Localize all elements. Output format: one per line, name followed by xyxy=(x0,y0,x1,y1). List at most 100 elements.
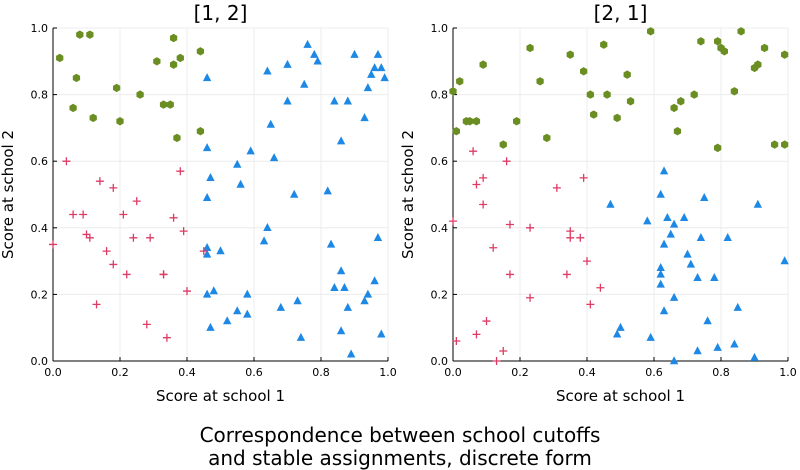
triangle-point xyxy=(656,269,665,278)
triangle-point xyxy=(363,83,373,92)
triangle-point xyxy=(243,289,252,298)
plus-point xyxy=(586,300,595,309)
hexagon-point xyxy=(196,47,205,56)
plus-point xyxy=(49,240,57,249)
y-tick-label: 0.4 xyxy=(431,222,449,235)
hexagon-point xyxy=(72,73,81,83)
hexagon-point xyxy=(169,60,178,69)
plus-point xyxy=(596,283,605,292)
hexagon-point xyxy=(737,27,745,36)
x-tick-label: 0.8 xyxy=(712,366,730,379)
hexagon-point xyxy=(697,37,705,46)
plus-point xyxy=(505,220,514,229)
x-tick-label: 0.4 xyxy=(178,366,196,379)
hexagon-point xyxy=(626,97,635,106)
hexagon-point xyxy=(116,117,124,126)
triangle-point xyxy=(303,39,312,48)
triangle-point xyxy=(669,356,679,365)
hexagon-point xyxy=(730,87,739,96)
y-tick-label: 0.2 xyxy=(31,288,49,301)
hexagon-point xyxy=(499,140,507,149)
triangle-point xyxy=(206,173,215,182)
x-tick-label: 1.0 xyxy=(379,366,397,379)
triangle-point xyxy=(373,49,383,58)
x-tick-label: 0.2 xyxy=(111,366,129,379)
plus-point xyxy=(469,147,478,156)
hexagon-point xyxy=(466,117,474,126)
hexagon-point xyxy=(566,50,574,59)
x-tick-label: 0.4 xyxy=(578,366,596,379)
plus-point xyxy=(576,233,585,242)
triangle-point xyxy=(733,302,742,311)
triangle-point xyxy=(202,143,212,152)
y-tick-label: 0.8 xyxy=(431,89,449,102)
triangle-point xyxy=(233,159,242,168)
triangle-point xyxy=(336,266,346,275)
y-tick-label: 0.8 xyxy=(31,89,49,102)
triangle-point xyxy=(300,79,309,88)
plus-point xyxy=(562,270,571,279)
triangle-point xyxy=(209,286,218,295)
x-tick-label: 0.0 xyxy=(444,366,462,379)
plus-point xyxy=(85,233,94,242)
triangle-point xyxy=(656,262,665,271)
triangle-point xyxy=(656,189,665,198)
triangle-point xyxy=(236,179,245,188)
triangle-point xyxy=(606,199,615,208)
plus-point xyxy=(109,260,118,269)
plus-point xyxy=(449,217,457,226)
x-tick-label: 0.2 xyxy=(511,366,529,379)
panel-2: 0.00.0 0.2 0.2 0.4 0.4 0.6 0.6 0.8 0.8 1.0 1.0 [2, … xyxy=(399,1,797,405)
hexagon-point xyxy=(536,77,544,86)
triangle-point xyxy=(693,346,702,355)
triangle-point xyxy=(343,302,352,311)
hexagon-point xyxy=(580,67,588,76)
triangle-point xyxy=(367,69,376,78)
triangle-point xyxy=(370,276,379,285)
triangle-point xyxy=(616,322,625,331)
triangle-point xyxy=(612,329,622,338)
plus-point xyxy=(566,233,575,242)
plus-point xyxy=(526,223,535,232)
hexagon-point xyxy=(714,37,722,46)
hexagon-point xyxy=(677,97,685,106)
hexagon-point xyxy=(169,33,178,43)
triangle-point xyxy=(730,339,739,348)
triangle-point xyxy=(296,332,306,341)
hexagon-point xyxy=(754,60,762,69)
triangle-point xyxy=(202,289,212,298)
triangle-point xyxy=(276,302,285,311)
plus-point xyxy=(102,247,111,256)
hexagon-point xyxy=(673,127,682,136)
hexagon-point xyxy=(670,103,678,113)
hexagon-point xyxy=(690,90,698,99)
triangle-point xyxy=(360,113,369,122)
triangle-point xyxy=(346,349,356,358)
triangle-point xyxy=(710,272,719,281)
triangle-point xyxy=(643,216,652,225)
plus-point xyxy=(82,230,91,239)
figure-caption-line-2: and stable assignments, discrete form xyxy=(208,446,592,470)
hexagon-point xyxy=(513,117,521,126)
triangle-point xyxy=(360,296,369,305)
hexagon-point xyxy=(113,83,121,93)
triangle-point xyxy=(666,229,675,238)
triangle-point xyxy=(703,316,712,325)
triangle-point xyxy=(679,213,689,222)
hexagon-point xyxy=(714,143,722,153)
y-axis-label: Score at school 2 xyxy=(0,130,17,259)
plus-point xyxy=(95,177,104,186)
plus-point xyxy=(472,180,481,189)
triangle-point xyxy=(370,63,379,72)
plus-point xyxy=(183,287,191,296)
plus-point xyxy=(162,333,171,342)
triangle-point xyxy=(223,316,232,325)
plus-point xyxy=(132,197,141,206)
triangle-point xyxy=(263,223,272,231)
triangle-point xyxy=(313,56,322,65)
triangle-point xyxy=(700,193,709,202)
triangle-point xyxy=(202,193,212,202)
triangle-point xyxy=(750,352,759,361)
plus-point xyxy=(129,233,138,242)
triangle-point xyxy=(202,242,212,251)
